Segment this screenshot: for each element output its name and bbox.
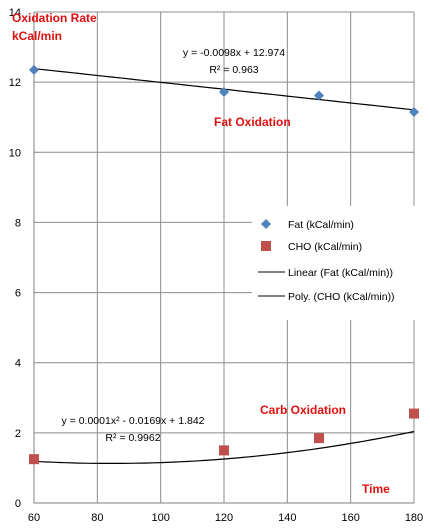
y-tick-label-8: 8 (15, 217, 21, 229)
x-tick-label-180: 180 (405, 512, 423, 524)
fat-point-0 (29, 64, 39, 75)
x-tick-label-160: 160 (341, 512, 359, 524)
legend-poly-label: Poly. (CHO (kCal/min)) (288, 291, 395, 303)
cho-point-2 (314, 433, 324, 444)
fat-trendline-r-squared: R² = 0.963 (209, 64, 258, 76)
y-tick-label-2: 2 (15, 428, 21, 440)
trendline-cho-poly (33, 430, 415, 464)
y-axis-label-line2: kCal/min (12, 29, 62, 43)
fat-point-3 (409, 106, 419, 117)
carb-oxidation-annotation: Carb Oxidation (260, 403, 346, 417)
y-axis-label-line1: Oxidation Rate (12, 11, 97, 25)
x-tick-label-60: 60 (28, 512, 40, 524)
tick-labels: 60 80 100 120 140 160 180 0 2 4 6 8 10 12 14 (9, 7, 423, 524)
legend-cho-marker (261, 241, 271, 251)
legend-cho-label: CHO (kCal/min) (288, 241, 362, 253)
legend-fat-marker (261, 219, 271, 229)
fat-point-2 (314, 90, 324, 101)
y-tick-label-14: 14 (9, 7, 21, 19)
cho-point-3 (409, 408, 419, 419)
fat-trendline-equation: y = -0.0098x + 12.974 (183, 47, 285, 59)
legend: Fat (kCal/min) CHO (kCal/min) Linear (Fa… (252, 206, 428, 320)
cho-point-0 (29, 454, 39, 465)
y-tick-label-12: 12 (9, 77, 21, 89)
y-tick-label-6: 6 (15, 288, 21, 300)
x-tick-label-140: 140 (278, 512, 296, 524)
x-tick-label-120: 120 (215, 512, 233, 524)
cho-trendline-equation: y = 0.0001x² - 0.0169x + 1.842 (61, 415, 204, 427)
legend-box (252, 206, 428, 320)
y-tick-label-0: 0 (15, 498, 21, 510)
x-axis-label: Time (362, 482, 390, 496)
y-tick-label-10: 10 (9, 147, 21, 159)
axis-lines (33, 12, 414, 504)
fat-oxidation-annotation: Fat Oxidation (214, 115, 291, 129)
cho-trendline-r-squared: R² = 0.9962 (105, 432, 160, 444)
legend-fat-label: Fat (kCal/min) (288, 219, 354, 231)
data-points (29, 64, 419, 465)
x-tick-label-100: 100 (151, 512, 169, 524)
x-tick-label-80: 80 (91, 512, 103, 524)
cho-point-1 (219, 445, 229, 456)
fat-point-1 (219, 86, 229, 97)
y-tick-label-4: 4 (15, 358, 21, 370)
legend-linear-label: Linear (Fat (kCal/min)) (288, 267, 393, 279)
